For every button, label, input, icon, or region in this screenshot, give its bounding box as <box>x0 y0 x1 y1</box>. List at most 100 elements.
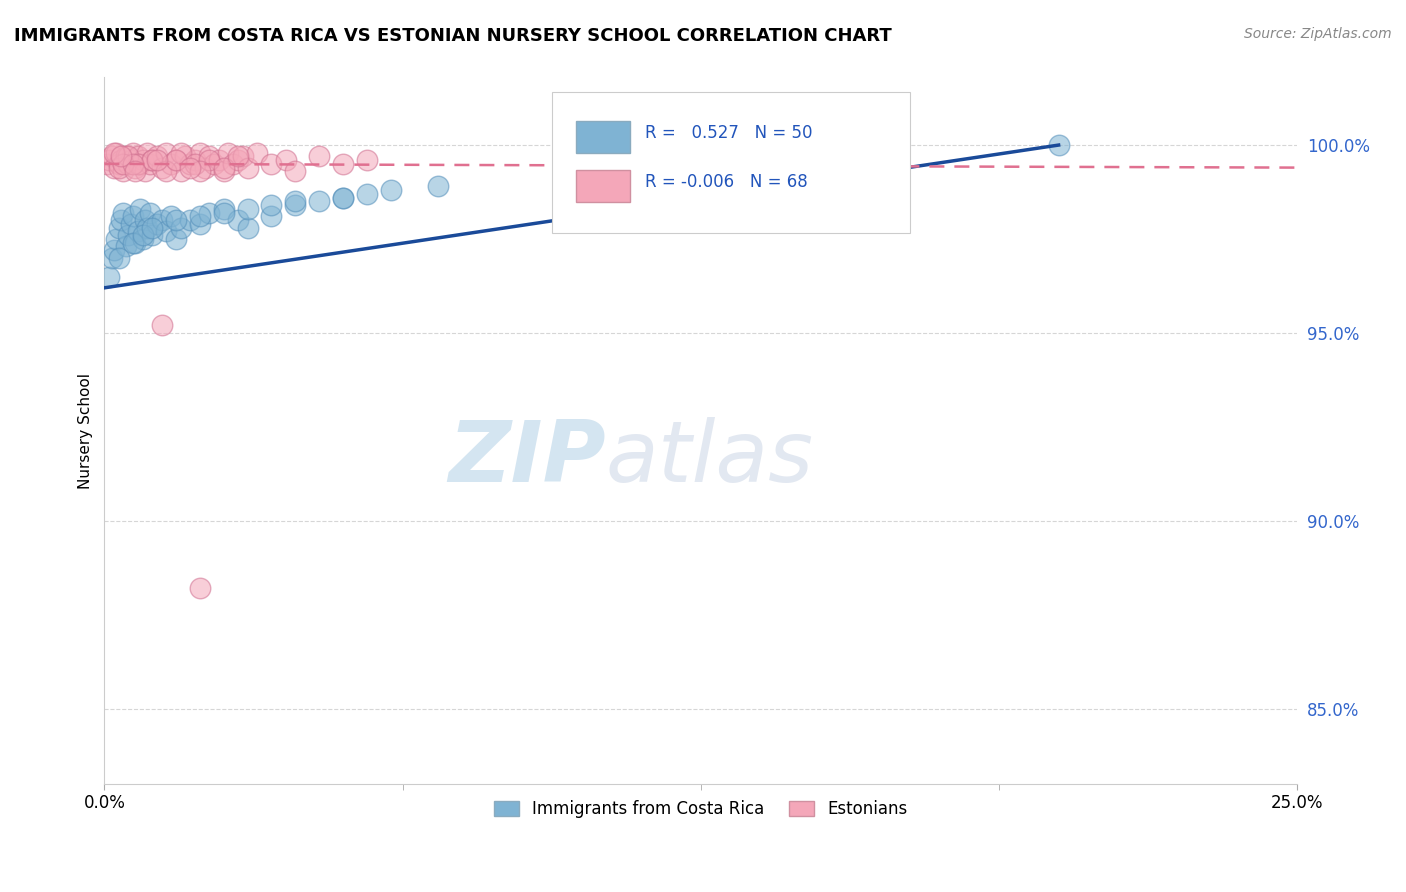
Point <box>150 213 173 227</box>
Point <box>380 183 402 197</box>
Point <box>155 224 177 238</box>
Text: R =   0.527   N = 50: R = 0.527 N = 50 <box>645 123 813 142</box>
Text: ZIP: ZIP <box>447 417 606 500</box>
Point <box>138 157 160 171</box>
Point <box>129 157 152 171</box>
Point <box>170 220 193 235</box>
Point <box>202 157 225 171</box>
Point <box>141 228 163 243</box>
Point <box>188 217 211 231</box>
Point <box>332 191 354 205</box>
Point <box>332 191 354 205</box>
Point <box>120 153 142 167</box>
Point <box>141 153 163 167</box>
Point <box>117 157 139 171</box>
Legend: Immigrants from Costa Rica, Estonians: Immigrants from Costa Rica, Estonians <box>486 794 914 825</box>
Point <box>129 202 152 216</box>
Point <box>165 153 187 167</box>
Point <box>165 153 187 167</box>
Point <box>103 244 125 258</box>
Text: atlas: atlas <box>606 417 813 500</box>
Point <box>115 149 138 163</box>
Point <box>179 213 201 227</box>
Point <box>236 220 259 235</box>
Point <box>127 149 149 163</box>
Point <box>212 202 235 216</box>
Point <box>141 153 163 167</box>
Point <box>236 161 259 175</box>
Point <box>122 157 145 171</box>
Point <box>226 213 249 227</box>
Point <box>124 164 146 178</box>
Point <box>356 153 378 167</box>
Point <box>260 157 283 171</box>
Point <box>141 220 163 235</box>
Point <box>308 149 330 163</box>
Point <box>179 157 201 171</box>
Point <box>284 164 307 178</box>
Point <box>284 194 307 209</box>
Point <box>165 232 187 246</box>
Point <box>188 164 211 178</box>
Point <box>146 217 169 231</box>
Point <box>260 210 283 224</box>
Point <box>124 161 146 175</box>
FancyBboxPatch shape <box>575 170 630 202</box>
Point <box>150 318 173 333</box>
Point <box>246 145 269 160</box>
Point <box>98 269 121 284</box>
Point <box>127 157 149 171</box>
Point <box>136 145 159 160</box>
Point <box>124 235 146 250</box>
Point <box>427 179 450 194</box>
Text: Source: ZipAtlas.com: Source: ZipAtlas.com <box>1244 27 1392 41</box>
Point <box>134 213 156 227</box>
Point <box>179 161 201 175</box>
Point <box>226 149 249 163</box>
Point <box>127 224 149 238</box>
Point <box>184 153 207 167</box>
Text: R = -0.006   N = 68: R = -0.006 N = 68 <box>645 173 807 191</box>
Point <box>110 149 132 163</box>
Point <box>103 145 125 160</box>
Point <box>356 186 378 201</box>
Point <box>122 235 145 250</box>
Point <box>155 145 177 160</box>
Point <box>1047 138 1070 153</box>
Point <box>236 202 259 216</box>
Point <box>117 149 139 163</box>
Point <box>110 153 132 167</box>
Point <box>107 157 129 171</box>
FancyBboxPatch shape <box>575 120 630 153</box>
Point <box>146 153 169 167</box>
Point <box>117 228 139 243</box>
Point <box>226 153 249 167</box>
Point <box>131 153 153 167</box>
Point <box>222 157 245 171</box>
Point <box>115 239 138 253</box>
Point <box>208 153 231 167</box>
Point <box>188 210 211 224</box>
Point <box>194 161 217 175</box>
Point <box>184 157 207 171</box>
Point <box>103 161 125 175</box>
Point <box>165 213 187 227</box>
Point <box>212 205 235 219</box>
Text: IMMIGRANTS FROM COSTA RICA VS ESTONIAN NURSERY SCHOOL CORRELATION CHART: IMMIGRANTS FROM COSTA RICA VS ESTONIAN N… <box>14 27 891 45</box>
Point <box>107 220 129 235</box>
Point <box>170 164 193 178</box>
Point <box>110 213 132 227</box>
Point <box>308 194 330 209</box>
Point <box>98 153 121 167</box>
Point <box>122 145 145 160</box>
Point <box>260 198 283 212</box>
Point <box>150 161 173 175</box>
Point <box>122 210 145 224</box>
Point <box>146 149 169 163</box>
Point <box>131 228 153 243</box>
Point <box>138 205 160 219</box>
Point <box>131 232 153 246</box>
Point <box>105 232 128 246</box>
Point <box>160 210 183 224</box>
Point <box>198 153 221 167</box>
